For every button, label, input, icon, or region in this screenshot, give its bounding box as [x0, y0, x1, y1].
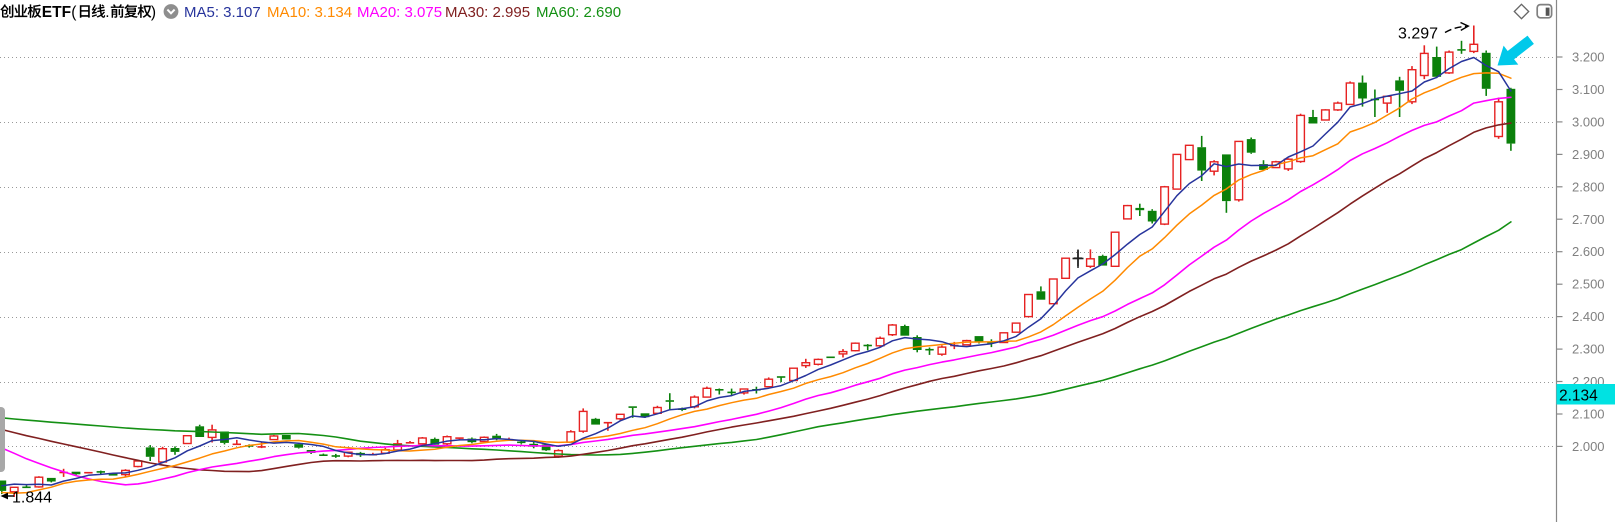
svg-text:MA30: 2.995: MA30: 2.995 — [445, 4, 530, 21]
svg-text:3.200: 3.200 — [1572, 50, 1605, 65]
svg-text:1.844: 1.844 — [12, 490, 52, 507]
svg-text:MA5: 3.107: MA5: 3.107 — [184, 4, 261, 21]
svg-text:2.134: 2.134 — [1559, 388, 1598, 405]
svg-text:2.900: 2.900 — [1572, 147, 1605, 162]
svg-text:2.100: 2.100 — [1572, 407, 1605, 422]
svg-text:MA60: 2.690: MA60: 2.690 — [536, 4, 621, 21]
svg-text:ETF: ETF — [42, 4, 71, 21]
svg-text:2.400: 2.400 — [1572, 309, 1605, 324]
svg-text:3.297: 3.297 — [1398, 26, 1438, 43]
svg-text:2.600: 2.600 — [1572, 244, 1605, 259]
svg-text:2.700: 2.700 — [1572, 212, 1605, 227]
svg-text:.: . — [105, 4, 109, 21]
svg-text:2.000: 2.000 — [1572, 439, 1605, 454]
svg-text:MA10: 3.134: MA10: 3.134 — [267, 4, 352, 21]
svg-text:2.800: 2.800 — [1572, 179, 1605, 194]
svg-text:3.100: 3.100 — [1572, 82, 1605, 97]
svg-text:2.500: 2.500 — [1572, 277, 1605, 292]
svg-text:(: ( — [71, 4, 77, 21]
svg-text:2.300: 2.300 — [1572, 342, 1605, 357]
svg-text:): ) — [151, 4, 156, 21]
svg-text:MA20: 3.075: MA20: 3.075 — [357, 4, 442, 21]
svg-text:3.000: 3.000 — [1572, 114, 1605, 129]
